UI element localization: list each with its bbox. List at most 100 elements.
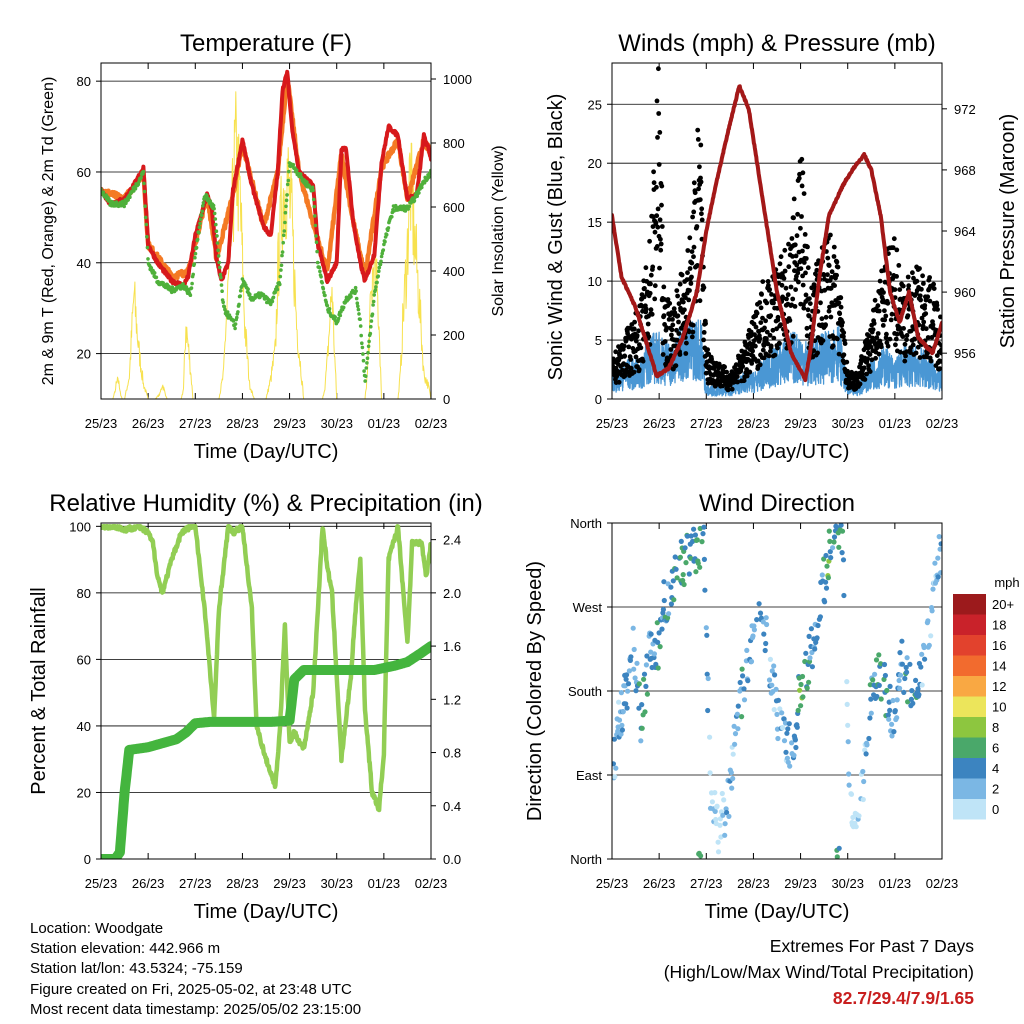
gust-point: [927, 298, 933, 304]
panel-title: Temperature (F): [180, 30, 352, 57]
gust-point: [841, 352, 847, 358]
gust-point: [915, 344, 921, 350]
gust-point: [669, 327, 675, 333]
gust-point: [934, 302, 940, 308]
direction-point: [680, 577, 686, 584]
legend-swatch: [953, 635, 986, 656]
dewpoint-point: [341, 305, 346, 310]
gust-point: [677, 281, 683, 287]
gust-point: [764, 336, 769, 341]
gust-point: [648, 281, 653, 287]
gust-point: [767, 332, 773, 338]
legend-label: 6: [992, 741, 999, 756]
dewpoint-point: [194, 245, 199, 250]
gust-point: [654, 98, 660, 104]
direction-point: [853, 824, 859, 830]
dewpoint-point: [366, 344, 371, 349]
dewpoint-point: [191, 272, 195, 277]
legend-label: 20+: [992, 597, 1014, 612]
gust-point: [861, 365, 867, 371]
direction-point: [739, 714, 745, 720]
gust-point: [792, 242, 798, 248]
direction-point: [799, 673, 806, 680]
direction-point: [731, 723, 737, 729]
direction-point: [636, 681, 642, 687]
dewpoint-point: [322, 290, 326, 295]
direction-point: [719, 790, 725, 797]
legend-swatch: [953, 594, 986, 615]
direction-point: [681, 581, 687, 588]
dewpoint-point: [280, 253, 284, 258]
direction-point: [695, 560, 701, 566]
gust-point: [826, 263, 832, 268]
dewpoint-point: [193, 255, 197, 260]
direction-point: [781, 738, 788, 744]
dewpoint-point: [319, 275, 323, 279]
direction-point: [666, 611, 672, 617]
station-location: Location: Woodgate: [30, 920, 164, 937]
dewpoint-point: [383, 239, 387, 244]
gust-point: [884, 331, 889, 337]
direction-point: [761, 631, 767, 637]
gust-point: [650, 264, 656, 270]
dewpoint-point: [216, 248, 220, 253]
gust-point: [691, 254, 696, 260]
gust-point: [891, 236, 897, 242]
dewpoint-point: [218, 265, 222, 270]
direction-point: [732, 741, 738, 747]
gust-point: [801, 305, 807, 311]
y-axis-label: 2m & 9m T (Red, Orange) & 2m Td (Green): [40, 77, 57, 386]
direction-point: [840, 557, 847, 563]
dewpoint-point: [145, 245, 150, 250]
direction-point: [899, 638, 905, 644]
gust-point: [689, 334, 695, 340]
y2-tick-label: 0: [443, 392, 450, 407]
gust-point: [894, 331, 900, 337]
direction-point: [915, 686, 921, 692]
direction-point: [781, 716, 787, 722]
direction-point: [873, 657, 880, 663]
dewpoint-point: [144, 222, 149, 227]
direction-point: [897, 685, 903, 692]
direction-point: [730, 751, 736, 757]
gust-point: [666, 317, 672, 322]
direction-point: [630, 625, 636, 631]
x-tick-label: 27/23: [690, 876, 723, 891]
direction-point: [825, 575, 832, 581]
dewpoint-point: [369, 319, 374, 323]
direction-point: [726, 813, 732, 820]
gust-point: [788, 284, 794, 290]
panel-2: Winds (mph) & Pressure (mb) Time (Day/UTC…: [545, 30, 1019, 463]
gust-point: [672, 310, 678, 316]
dewpoint-point: [221, 300, 225, 305]
gust-point: [892, 287, 898, 292]
direction-point: [763, 640, 769, 647]
dewpoint-point: [378, 262, 383, 267]
gust-point: [835, 336, 840, 342]
gust-point: [804, 325, 810, 331]
gust-point: [882, 308, 887, 314]
gust-point: [925, 335, 931, 340]
direction-point: [827, 549, 833, 555]
gust-point: [764, 300, 770, 306]
direction-point: [661, 579, 667, 585]
dewpoint-point: [258, 295, 262, 299]
direction-point: [656, 630, 662, 636]
gust-point: [771, 300, 776, 306]
gust-point: [787, 318, 793, 323]
direction-point: [803, 650, 809, 656]
dewpoint-point: [237, 302, 241, 307]
dewpoint-point: [376, 274, 381, 279]
temp-2m-line: [101, 69, 431, 289]
gust-point: [651, 180, 657, 186]
dewpoint-point: [279, 263, 284, 268]
direction-point: [922, 656, 928, 662]
direction-point: [659, 626, 665, 632]
gust-point: [643, 306, 649, 312]
gust-point: [920, 273, 925, 279]
direction-point: [767, 656, 774, 663]
gust-point: [844, 359, 850, 365]
gust-point: [699, 206, 705, 212]
gust-point: [758, 320, 764, 325]
direction-point: [872, 671, 878, 677]
